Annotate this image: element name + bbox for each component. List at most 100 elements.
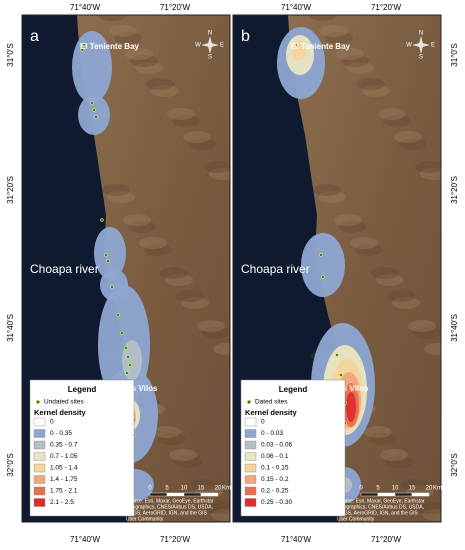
lat-label: 31°40'S bbox=[450, 314, 459, 342]
panel-frame bbox=[21, 14, 231, 523]
scale-segment bbox=[166, 492, 185, 497]
legend-swatch bbox=[244, 440, 257, 450]
scale-tick: 0 bbox=[148, 486, 152, 492]
lon-label: 71°40'W bbox=[281, 3, 312, 12]
terrain-shade bbox=[98, 15, 126, 21]
density-zone bbox=[78, 95, 110, 135]
legend-class: 1.75 - 2.1 bbox=[50, 488, 78, 495]
terrain-shade bbox=[408, 320, 436, 332]
terrain-shade bbox=[206, 502, 230, 514]
map-panel: a El Teniente Bay Choapa river Los Vilos N S E… bbox=[21, 14, 231, 523]
terrain-shade bbox=[114, 32, 142, 44]
scale-tick: 10 bbox=[392, 486, 399, 492]
terrain-shade bbox=[309, 15, 337, 21]
terrain-shade bbox=[346, 62, 374, 74]
terrain-shade bbox=[415, 161, 441, 173]
legend-class: 0 - 0.03 bbox=[261, 430, 283, 437]
legend-class: 0 bbox=[261, 419, 265, 426]
compass-e: E bbox=[220, 43, 224, 49]
land bbox=[77, 15, 230, 522]
density-zone bbox=[292, 41, 306, 61]
legend-sites: Undated sites bbox=[44, 399, 84, 406]
terrain-shade bbox=[151, 85, 179, 97]
site bbox=[319, 253, 323, 257]
terrain-shade bbox=[362, 85, 390, 97]
terrain-shade bbox=[394, 131, 422, 143]
terrain-shade bbox=[401, 479, 429, 491]
legend-density-title: Kernel density bbox=[245, 408, 298, 417]
terrain-shade bbox=[378, 108, 406, 120]
compass bbox=[201, 36, 219, 54]
site bbox=[82, 43, 86, 47]
legend-class: 1.05 - 1.4 bbox=[50, 465, 78, 472]
legend-swatch bbox=[33, 429, 46, 438]
terrain-shade bbox=[165, 274, 193, 286]
terrain-shade bbox=[146, 78, 174, 90]
legend-swatch bbox=[244, 475, 257, 484]
scale-segment bbox=[183, 492, 202, 497]
terrain-shade bbox=[325, 32, 353, 44]
lat-label: 31°20'S bbox=[6, 176, 15, 204]
legend-swatch bbox=[33, 486, 46, 496]
terrain-shade bbox=[350, 237, 378, 249]
site bbox=[100, 218, 104, 222]
lat-label: 31°0'S bbox=[450, 43, 459, 66]
panel-label: b bbox=[241, 28, 250, 45]
legend-class: 2.1 - 2.5 bbox=[50, 499, 74, 506]
density-zone bbox=[94, 227, 126, 279]
place-label: Los Vilos bbox=[333, 384, 369, 393]
terrain-shade bbox=[420, 168, 441, 180]
terrain-shade bbox=[417, 502, 441, 514]
terrain-shade bbox=[204, 161, 230, 173]
site bbox=[94, 115, 98, 119]
lon-label: 71°40'W bbox=[281, 535, 312, 544]
terrain-shade bbox=[336, 48, 364, 60]
legend-swatch bbox=[244, 486, 257, 496]
legend-class: 0.7 - 1.05 bbox=[50, 453, 78, 460]
land bbox=[288, 15, 441, 522]
terrain-shade bbox=[188, 138, 216, 150]
legend-swatch bbox=[33, 498, 46, 507]
legend-title: Legend bbox=[68, 385, 97, 394]
terrain-shade bbox=[202, 327, 230, 339]
legend-class: 0.06 - 0.1 bbox=[261, 453, 289, 460]
terrain-shade bbox=[380, 449, 408, 461]
compass-n: N bbox=[208, 31, 212, 37]
site bbox=[106, 259, 110, 263]
compass-s: S bbox=[419, 55, 423, 61]
scale-tick: 20 bbox=[215, 486, 222, 492]
scale-segment bbox=[377, 492, 396, 497]
lon-label: 71°20'W bbox=[371, 3, 402, 12]
density-zone bbox=[346, 392, 356, 422]
terrain-shade bbox=[341, 55, 369, 67]
scale-segment bbox=[149, 492, 168, 497]
lon-label: 71°40'W bbox=[70, 535, 101, 544]
terrain-shade bbox=[130, 55, 158, 67]
legend-swatch bbox=[33, 417, 46, 427]
scale-tick: 20 bbox=[426, 486, 433, 492]
source-line: USGS, AeroGRID, IGN, and the GIS bbox=[337, 510, 419, 516]
lon-label: 71°20'W bbox=[160, 3, 191, 12]
terrain-shade bbox=[313, 184, 341, 196]
terrain-shade bbox=[369, 433, 397, 445]
legend-swatch bbox=[244, 417, 257, 427]
terrain-shade bbox=[320, 25, 348, 37]
site bbox=[110, 285, 114, 289]
map-panel: b El Teniente Bay Choapa river Los Vilos N S E… bbox=[232, 14, 442, 523]
legend-class: 1.4 - 1.75 bbox=[50, 476, 78, 483]
legend-swatch bbox=[33, 452, 46, 461]
terrain-shade bbox=[107, 191, 135, 203]
terrain-shade bbox=[383, 115, 411, 127]
terrain-shade bbox=[355, 244, 383, 256]
compass-w: W bbox=[195, 43, 201, 49]
source-line: User Community bbox=[126, 516, 164, 522]
legend-sites: Dated sites bbox=[255, 399, 288, 406]
legend-density-title: Kernel density bbox=[34, 408, 87, 417]
terrain-shade bbox=[160, 267, 188, 279]
scale-tick: 5 bbox=[165, 486, 169, 492]
scale-unit: Km bbox=[222, 486, 231, 492]
lat-label: 31°0'S bbox=[6, 43, 15, 66]
terrain-shade bbox=[339, 221, 367, 233]
terrain-shade bbox=[169, 449, 197, 461]
lon-label: 71°20'W bbox=[371, 535, 402, 544]
